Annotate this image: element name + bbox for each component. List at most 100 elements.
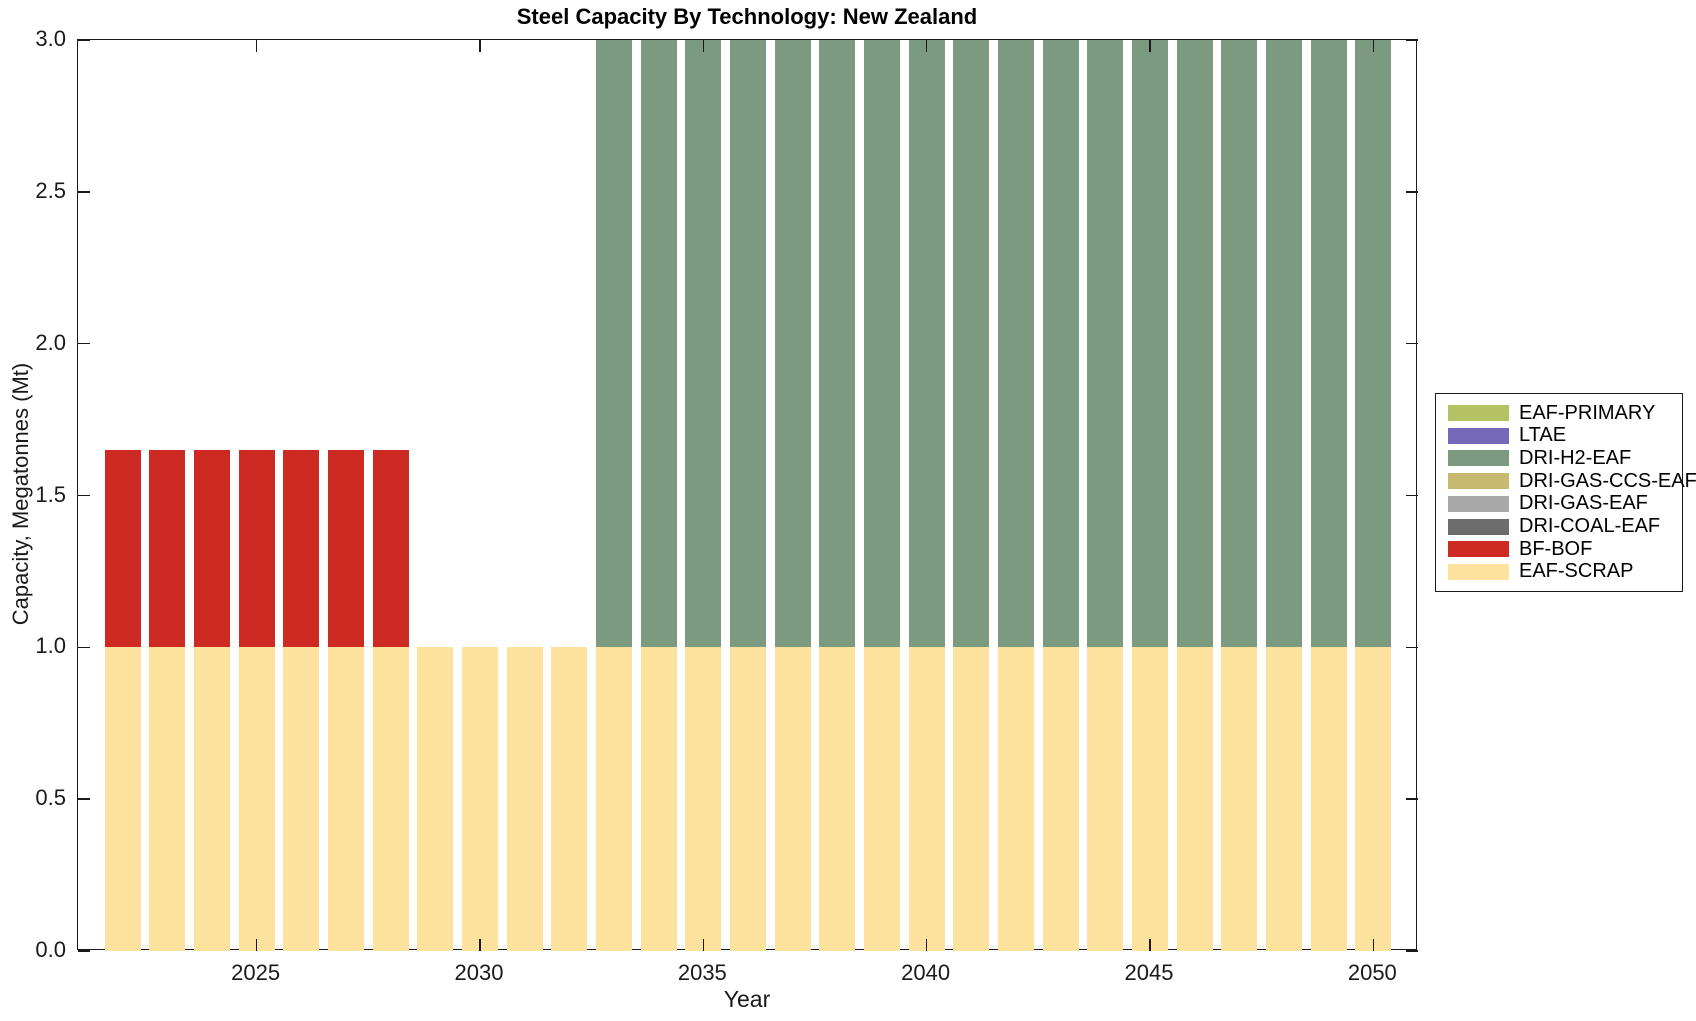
bar-segment-eaf-scrap-2033: [596, 647, 632, 951]
bar-segment-eaf-scrap-2034: [640, 647, 677, 951]
axis-tick: [1406, 494, 1418, 497]
y-tick-label: 2.0: [35, 329, 66, 355]
bar-segment-bf-bof-2025: [238, 449, 275, 648]
legend-entry-eaf-primary: EAF-PRIMARY: [1448, 402, 1682, 424]
bar-segment-eaf-scrap-2024: [194, 647, 230, 951]
bar-segment-dri-h2-eaf-2044: [1087, 40, 1124, 648]
axis-tick: [1406, 191, 1418, 193]
bar-segment-eaf-scrap-2035: [685, 647, 722, 951]
bar-segment-dri-h2-eaf-2035: [685, 40, 722, 648]
axis-tick: [78, 646, 90, 649]
legend-swatch-dri-coal-eaf: [1448, 518, 1509, 535]
bar-segment-eaf-scrap-2045: [1132, 647, 1168, 951]
bar-segment-dri-h2-eaf-2048: [1266, 40, 1302, 648]
axis-tick: [255, 40, 258, 52]
bar-segment-bf-bof-2023: [149, 449, 186, 648]
axis-tick: [78, 39, 90, 41]
bar-segment-eaf-scrap-2032: [551, 647, 588, 951]
bar-segment-bf-bof-2026: [283, 449, 320, 648]
bar-segment-eaf-scrap-2026: [283, 647, 320, 951]
bar-segment-eaf-scrap-2030: [462, 647, 498, 951]
axis-tick: [925, 939, 928, 951]
axis-tick: [78, 798, 90, 800]
axis-tick: [702, 939, 705, 951]
bar-segment-eaf-scrap-2027: [328, 647, 364, 951]
legend-label: BF-BOF: [1519, 537, 1593, 560]
bar-segment-eaf-scrap-2031: [506, 647, 543, 951]
x-tick-label: 2035: [677, 960, 727, 985]
legend-entry-dri-h2-eaf: DRI-H2-EAF: [1448, 447, 1682, 469]
legend-label: DRI-GAS-EAF: [1519, 492, 1648, 515]
legend-swatch-dri-gas-ccs-eaf: [1448, 473, 1509, 490]
bar-segment-eaf-scrap-2038: [819, 647, 856, 951]
bar-segment-eaf-scrap-2049: [1310, 647, 1347, 951]
bar-segment-eaf-scrap-2042: [998, 647, 1034, 951]
legend-entry-ltae: LTAE: [1448, 424, 1682, 447]
bar-segment-dri-h2-eaf-2039: [864, 40, 900, 648]
bar-segment-eaf-scrap-2043: [1042, 647, 1079, 951]
y-tick-label: 3.0: [35, 26, 66, 51]
legend-label: LTAE: [1519, 424, 1567, 447]
bar-segment-dri-h2-eaf-2045: [1132, 40, 1168, 648]
axis-tick: [1406, 646, 1418, 649]
axis-tick: [78, 191, 90, 193]
legend-swatch-eaf-scrap: [1448, 563, 1509, 580]
legend-label: EAF-PRIMARY: [1519, 401, 1656, 424]
axis-tick: [1406, 342, 1418, 345]
axis-tick: [78, 950, 90, 952]
bar-segment-eaf-scrap-2046: [1176, 647, 1213, 951]
axis-tick: [1406, 950, 1418, 952]
axis-tick: [1372, 40, 1375, 52]
x-tick-label: 2050: [1347, 960, 1397, 985]
y-axis-label: Capacity, Megatonnes (Mt): [8, 362, 33, 626]
legend-swatch-dri-gas-eaf: [1448, 495, 1509, 512]
axis-tick: [78, 342, 90, 345]
axis-tick: [479, 40, 481, 52]
bar-segment-dri-h2-eaf-2046: [1176, 40, 1213, 648]
axis-tick: [1149, 939, 1151, 951]
bar-segment-eaf-scrap-2050: [1355, 647, 1392, 951]
axis-tick: [479, 939, 481, 951]
legend-label: DRI-GAS-CCS-EAF: [1519, 469, 1696, 492]
chart-title: Steel Capacity By Technology: New Zealan…: [516, 4, 978, 29]
bar-segment-eaf-scrap-2047: [1221, 647, 1258, 951]
bar-segment-dri-h2-eaf-2036: [730, 40, 766, 648]
legend-label: EAF-SCRAP: [1519, 560, 1634, 583]
legend-box: EAF-PRIMARY LTAE DRI-H2-EAF DRI-GAS-CCS-EAF…: [1435, 393, 1696, 592]
bar-segment-bf-bof-2024: [194, 449, 230, 648]
bar-segment-dri-h2-eaf-2040: [908, 40, 945, 648]
bar-segment-eaf-scrap-2044: [1087, 647, 1124, 951]
bar-segment-bf-bof-2027: [328, 449, 364, 648]
x-tick-label: 2025: [231, 960, 281, 985]
bar-segment-dri-h2-eaf-2038: [819, 40, 856, 648]
bar-segment-eaf-scrap-2040: [908, 647, 945, 951]
x-tick-label: 2030: [454, 960, 504, 985]
bar-segment-eaf-scrap-2023: [149, 647, 186, 951]
bar-segment-dri-h2-eaf-2050: [1355, 40, 1392, 648]
plot-canvas: [78, 39, 1418, 952]
bar-segment-eaf-scrap-2039: [864, 647, 900, 951]
legend-label: DRI-H2-EAF: [1519, 446, 1632, 469]
x-axis-label: Year: [723, 986, 771, 1012]
axis-tick: [78, 494, 90, 497]
axis-tick: [925, 40, 928, 52]
legend-entry-bf-bof: BF-BOF: [1448, 538, 1682, 560]
bar-segment-dri-h2-eaf-2043: [1042, 40, 1079, 648]
legend-entry-dri-gas-eaf: DRI-GAS-EAF: [1448, 492, 1682, 515]
bar-segment-eaf-scrap-2028: [372, 647, 409, 951]
legend-entry-dri-gas-ccs-eaf: DRI-GAS-CCS-EAF: [1448, 470, 1696, 492]
y-tick-label: 1.0: [35, 633, 66, 659]
axis-tick: [1406, 39, 1418, 41]
bar-segment-eaf-scrap-2022: [104, 647, 141, 951]
x-tick-label: 2040: [901, 960, 951, 985]
axis-tick: [1406, 798, 1418, 800]
bar-segment-eaf-scrap-2036: [730, 647, 766, 951]
bar-segment-dri-h2-eaf-2033: [596, 40, 632, 648]
legend-label: DRI-COAL-EAF: [1519, 515, 1661, 538]
y-tick-label: 0.0: [35, 937, 66, 962]
legend-swatch-bf-bof: [1448, 541, 1509, 558]
legend-entry-dri-coal-eaf: DRI-COAL-EAF: [1448, 515, 1682, 538]
x-tick-label: 2045: [1124, 960, 1174, 985]
bar-segment-dri-h2-eaf-2042: [998, 40, 1034, 648]
